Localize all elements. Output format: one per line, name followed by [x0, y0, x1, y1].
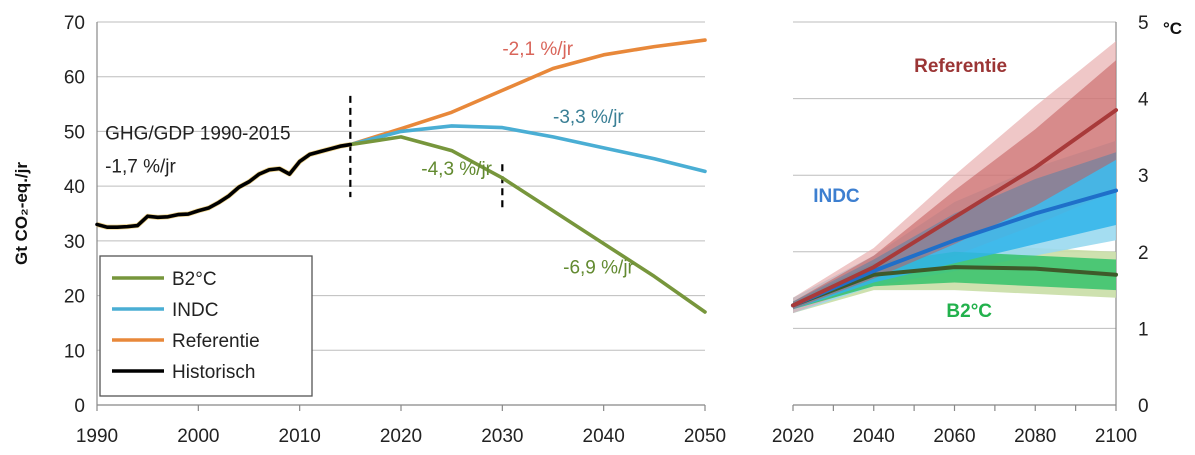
- y-tick-label: 20: [64, 287, 85, 308]
- x-tick-label: 2000: [177, 426, 219, 447]
- y-tick-label: 0: [74, 396, 85, 417]
- y-tick-label: 60: [64, 68, 85, 89]
- series-line-historisch: [95, 142, 353, 229]
- y-tick-label: 30: [64, 232, 85, 253]
- x-tick-label: 2040: [853, 426, 895, 447]
- series-line-b2-c: [348, 135, 707, 314]
- y-tick-label: 4: [1138, 90, 1149, 111]
- series-line-indc: [348, 124, 707, 174]
- x-tick-label: 2060: [933, 426, 975, 447]
- y-tick-label: 40: [64, 177, 85, 198]
- median-line-indc: [791, 188, 1118, 308]
- x-tick-label: 2040: [583, 426, 625, 447]
- x-tick-label: 2100: [1095, 426, 1137, 447]
- x-tick-label: 1990: [76, 426, 118, 447]
- y-tick-label: 1: [1138, 319, 1149, 340]
- x-tick-label: 2050: [684, 426, 726, 447]
- annotation: GHG/GDP 1990-2015: [105, 124, 291, 145]
- y-tick-label: 2: [1138, 243, 1149, 264]
- x-tick-label: 2080: [1014, 426, 1056, 447]
- right-chart: 0 1 2 3 4 5 2020 2040 2060 2080 2100 °C Referentie IN…: [772, 13, 1182, 447]
- y-tick-label: 0: [1138, 396, 1149, 417]
- y-tick-label: 3: [1138, 166, 1149, 187]
- x-tick-label: 2020: [380, 426, 422, 447]
- series-label-b2-c: B2°C: [946, 301, 992, 322]
- median-line-b2-c: [791, 265, 1118, 308]
- annotation: -4,3 %/jr: [421, 159, 492, 180]
- y-tick-label: 70: [64, 13, 85, 34]
- x-tick-label: 2010: [279, 426, 321, 447]
- annotation: -6,9 %/jr: [563, 258, 634, 279]
- legend-label-indc: INDC: [172, 300, 218, 321]
- annotation: -1,7 %/jr: [105, 156, 176, 177]
- series-line-referentie: [348, 38, 707, 147]
- series-label-referentie: Referentie: [914, 56, 1007, 77]
- y-tick-label: 5: [1138, 13, 1149, 34]
- annotation: -2,1 %/jr: [502, 39, 573, 60]
- y-axis-label: °C: [1163, 19, 1182, 38]
- annotation: -3,3 %/jr: [553, 107, 624, 128]
- x-tick-label: 2020: [772, 426, 814, 447]
- legend-label-b2-c: B2°C: [172, 269, 217, 290]
- y-axis-label: Gt CO₂-eq./jr: [12, 162, 31, 265]
- legend-label-referentie: Referentie: [172, 331, 260, 352]
- median-line-referentie: [791, 108, 1118, 308]
- band-outer-referentie: [793, 41, 1116, 314]
- legend-label-historisch: Historisch: [172, 362, 255, 383]
- x-tick-label: 2030: [481, 426, 523, 447]
- band-inner-referentie: [793, 60, 1116, 310]
- y-tick-label: 50: [64, 122, 85, 143]
- series-label-indc: INDC: [813, 186, 860, 207]
- y-tick-label: 10: [64, 341, 85, 362]
